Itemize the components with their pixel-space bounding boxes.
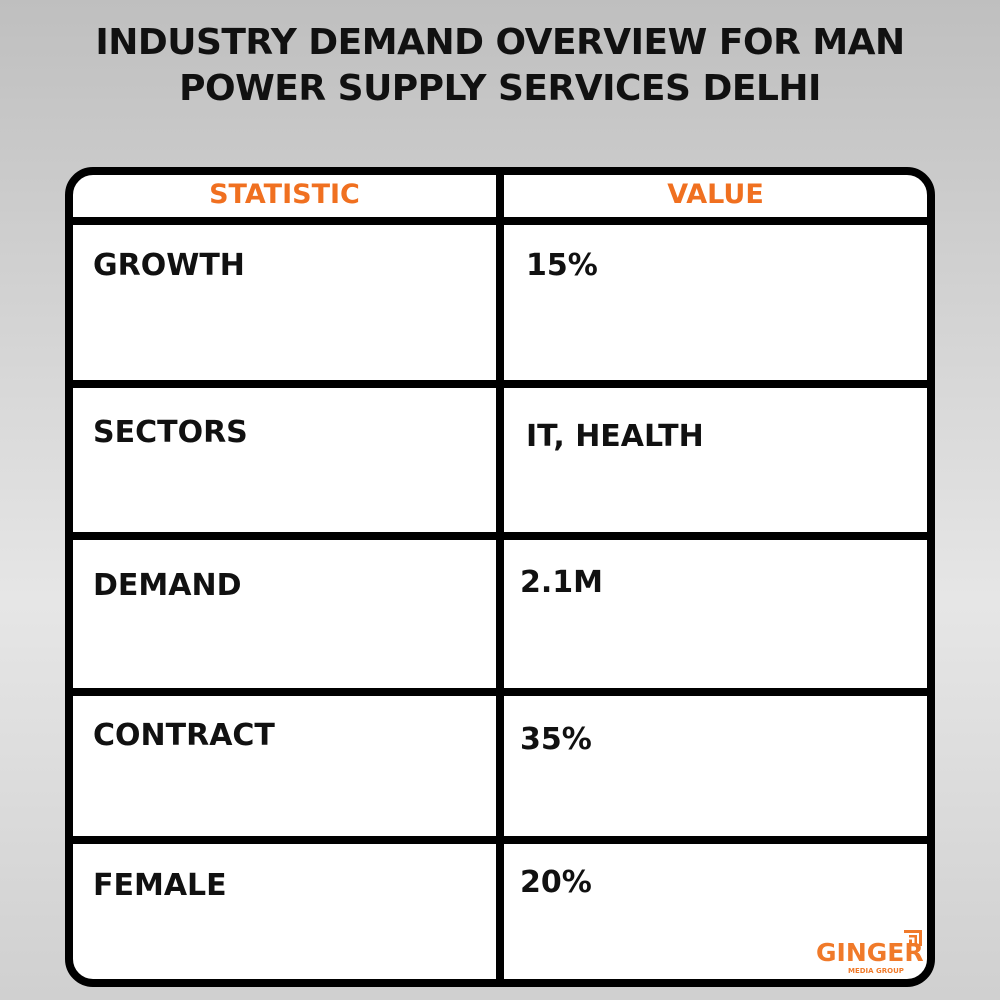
logo-tagline: MEDIA GROUP <box>848 967 904 975</box>
header-divider <box>73 217 927 225</box>
header-statistic: STATISTIC <box>209 179 360 210</box>
row-female-value: 20% <box>520 865 592 900</box>
row-divider <box>73 688 927 696</box>
row-divider <box>73 836 927 844</box>
logo-mark-icon <box>904 930 922 946</box>
statistics-table: STATISTIC VALUE GROWTH 15% SECTORS IT, H… <box>65 167 935 987</box>
header-value: VALUE <box>667 179 764 210</box>
row-contract-statistic: CONTRACT <box>93 718 275 753</box>
row-growth-statistic: GROWTH <box>93 248 245 283</box>
row-demand-statistic: DEMAND <box>93 568 242 603</box>
row-sectors-value: IT, HEALTH <box>526 419 704 454</box>
row-demand-value: 2.1M <box>520 565 603 600</box>
row-sectors-statistic: SECTORS <box>93 415 248 450</box>
row-divider <box>73 380 927 388</box>
ginger-media-logo: GINGER MEDIA GROUP <box>816 928 926 978</box>
column-divider <box>496 175 504 979</box>
title-line-1: INDUSTRY DEMAND OVERVIEW FOR MAN <box>95 22 905 63</box>
row-divider <box>73 532 927 540</box>
logo-name: GINGER <box>816 938 924 967</box>
page-title: INDUSTRY DEMAND OVERVIEW FOR MAN POWER S… <box>0 20 1000 112</box>
row-growth-value: 15% <box>526 248 598 283</box>
row-female-statistic: FEMALE <box>93 868 227 903</box>
title-line-2: POWER SUPPLY SERVICES DELHI <box>179 68 821 109</box>
row-contract-value: 35% <box>520 722 592 757</box>
